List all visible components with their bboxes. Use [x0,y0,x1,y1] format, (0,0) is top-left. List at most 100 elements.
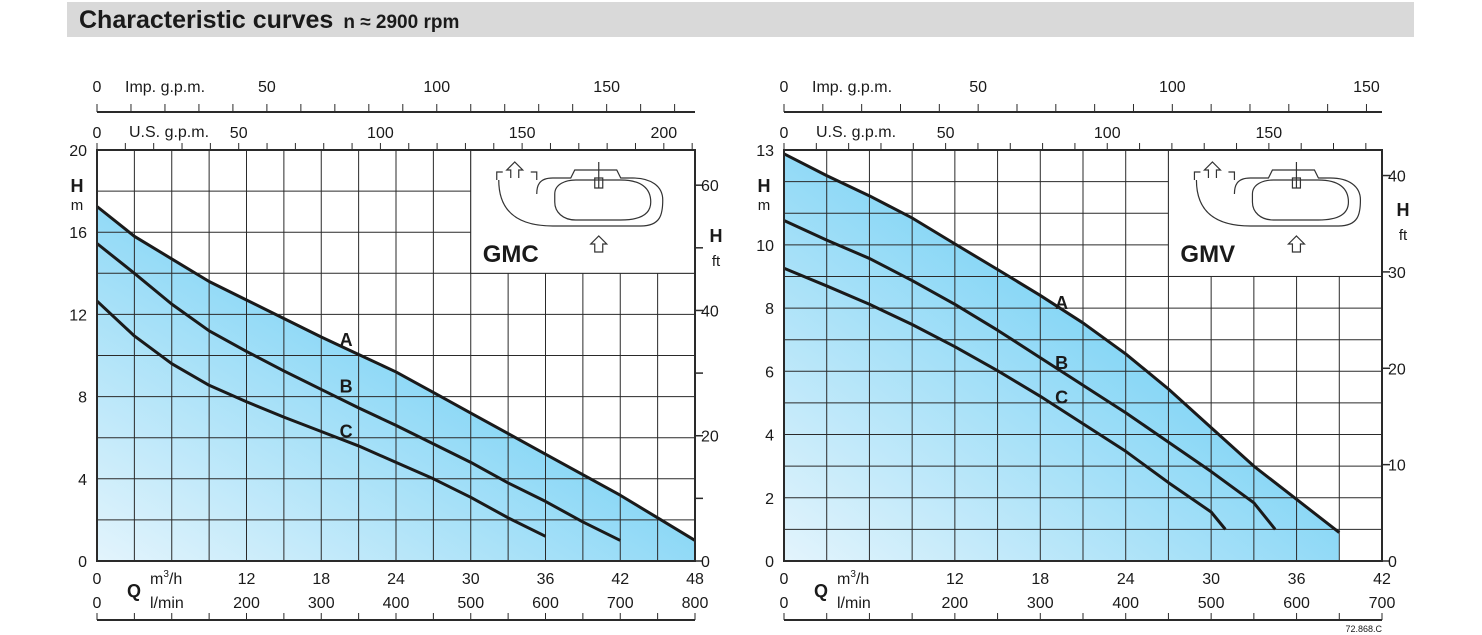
y-axis-symbol: H [71,176,84,196]
imp-gpm-tick-label: 150 [593,79,620,96]
lmin-tick-label: 200 [942,595,969,612]
x-tick-label: 30 [462,571,480,588]
unit-base: m [837,571,850,588]
ft-tick-label: 40 [1388,169,1406,186]
operating-area-fill [784,153,1340,561]
ft-tick-label: 60 [701,178,719,195]
unit-base: m [150,571,163,588]
shaft-impeller [1291,162,1302,189]
lmin-tick-label: 600 [532,595,559,612]
pump-casing-outline [496,169,664,227]
x-tick-label: 42 [611,571,629,588]
unit-sup: 3 [163,569,169,580]
y-axis-unit: m [71,197,84,214]
curve-label-a: A [1055,293,1068,313]
x-tick-label: 0 [780,571,789,588]
unit-sup: 3 [850,569,856,580]
ft-tick-label: 20 [1388,361,1406,378]
ft-tick-label: 10 [1388,458,1406,475]
y2-axis-symbol: H [1397,200,1410,220]
us-gpm-label: U.S. g.p.m. [129,124,209,141]
x-axis-unit: m3/h [150,569,182,588]
y-tick-label: 2 [765,491,774,508]
curve-c [783,266,1227,531]
x-tick-label: 12 [946,571,964,588]
x-tick-label: 0 [93,571,102,588]
y-tick-label: 0 [765,554,774,571]
model-label: GMV [1180,241,1235,268]
x-tick-label: 24 [1117,571,1135,588]
lmin-tick-label: 800 [682,595,709,612]
us-gpm-tick-label: 200 [650,125,677,142]
speed-label: n ≈ 2900 rpm [343,12,460,33]
x-tick-label: 12 [238,571,256,588]
ft-tick-label: 20 [701,429,719,446]
y-tick-label: 13 [756,143,774,160]
plot-frame [783,149,1383,562]
pump-chamber [554,179,652,221]
imp-gpm-tick-label: 50 [969,79,987,96]
us-gpm-tick-label: 100 [1094,125,1121,142]
x-tick-label: 42 [1373,571,1391,588]
imp-gpm-tick-label: 0 [780,79,789,96]
curve-label-b: B [1055,353,1068,373]
lmin-tick-label: 700 [607,595,634,612]
ft-tick-label: 40 [701,303,719,320]
us-gpm-tick-label: 50 [937,125,955,142]
pump-chamber [1251,179,1350,221]
curve-label-b: B [340,376,353,396]
x-tick-label: 24 [387,571,405,588]
x-tick-label: 36 [537,571,555,588]
x-tick-label: 30 [1202,571,1220,588]
y-tick-label: 8 [765,301,774,318]
title-bar: Characteristic curves n ≈ 2900 rpm [67,2,1414,37]
curve-label-c: C [340,422,353,442]
y2-axis-symbol: H [710,226,723,246]
y2-axis-unit: ft [1399,227,1408,244]
pump-diagram-icon [1193,161,1362,253]
y-axis-unit: m [758,197,771,214]
ft-tick-label: 0 [1388,554,1397,571]
lmin-tick-label: 500 [1198,595,1225,612]
y-tick-label: 12 [69,307,87,324]
imp-gpm-tick-label: 50 [258,79,276,96]
curve-a [96,205,696,542]
y-tick-label: 6 [765,364,774,381]
curve-c [95,299,547,538]
imp-gpm-tick-label: 100 [423,79,450,96]
lmin-tick-label: 400 [383,595,410,612]
flow-arrow-icons [505,161,609,253]
y-tick-label: 0 [78,554,87,571]
y-tick-label: 10 [756,238,774,255]
lmin-tick-label: 300 [308,595,335,612]
y2-axis-unit: ft [712,253,721,270]
x-tick-label: 36 [1288,571,1306,588]
y-tick-label: 4 [765,428,774,445]
curve-a [783,152,1341,534]
unit-tail: /h [856,571,869,588]
x-axis-symbol: Q [814,581,828,601]
us-gpm-label: U.S. g.p.m. [816,124,896,141]
model-label: GMC [483,241,539,268]
ft-tick-label: 0 [701,554,710,571]
us-gpm-tick-label: 150 [1256,125,1283,142]
plot-frame [96,149,696,562]
lmin-tick-label: 400 [1112,595,1139,612]
us-gpm-tick-label: 150 [509,125,536,142]
lmin-tick-label: 700 [1369,595,1396,612]
imp-gpm-tick-label: 100 [1159,79,1186,96]
x-tick-label: 18 [312,571,330,588]
y-axis-symbol: H [758,176,771,196]
us-gpm-tick-label: 0 [780,125,789,142]
x-tick-label: 18 [1031,571,1049,588]
y-tick-label: 8 [78,390,87,407]
x-axis-symbol: Q [127,581,141,601]
page-title: Characteristic curves n ≈ 2900 rpm [79,6,459,35]
title-text: Characteristic curves [79,6,334,34]
us-gpm-tick-label: 0 [93,125,102,142]
imp-gpm-label: Imp. g.p.m. [812,79,892,96]
pump-casing-outline [1193,169,1362,227]
lmin-tick-label: 0 [93,595,102,612]
